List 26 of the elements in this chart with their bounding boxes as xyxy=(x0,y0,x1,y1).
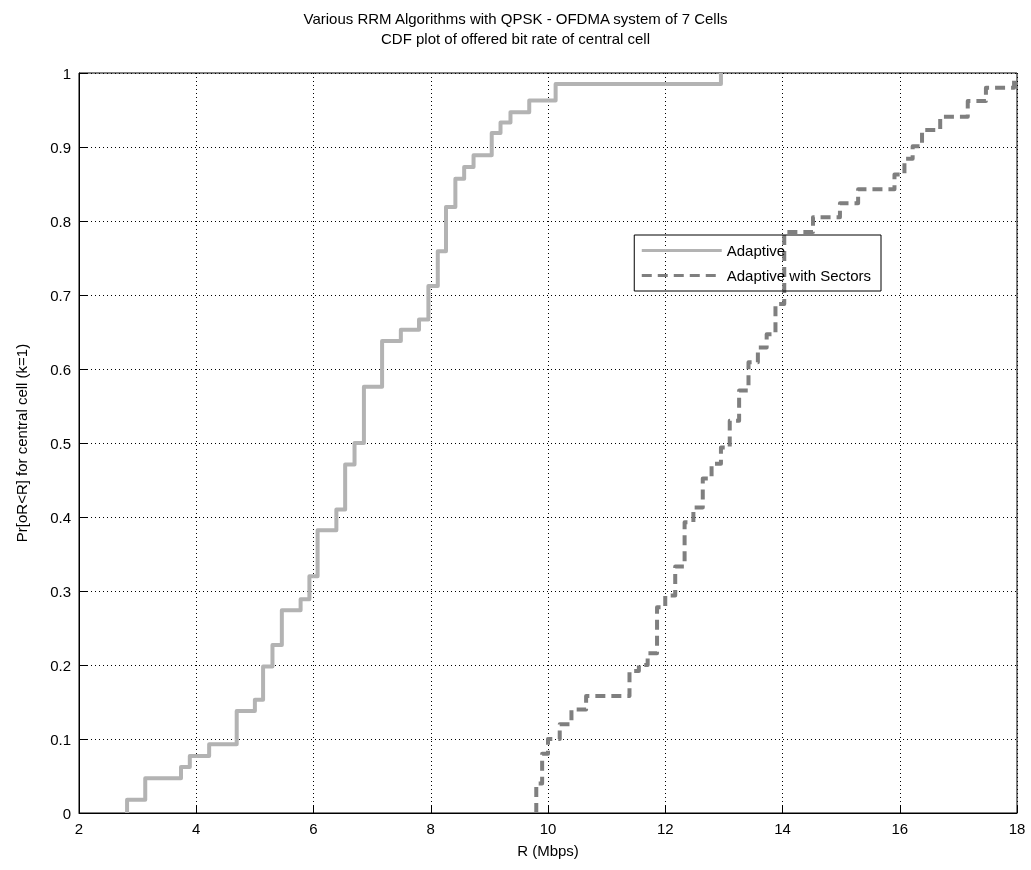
x-axis-title: R (Mbps) xyxy=(517,842,579,859)
y-tick-label: 0.1 xyxy=(50,730,71,748)
y-tick-label: 0.4 xyxy=(50,508,71,526)
y-tick-label: 0.9 xyxy=(50,138,71,156)
x-tick-label: 10 xyxy=(539,820,557,837)
x-tick-label: 2 xyxy=(74,820,84,837)
x-tick-label: 4 xyxy=(192,820,201,837)
series-label: Adaptive with Sectors xyxy=(726,267,872,284)
x-tick-label: 14 xyxy=(774,820,791,837)
y-tick-label: 0 xyxy=(62,804,71,822)
x-tick-label: 6 xyxy=(309,820,318,837)
x-tick-label: 8 xyxy=(426,820,435,837)
x-tick-label: 12 xyxy=(656,820,674,837)
text: Adaptive xyxy=(726,242,786,259)
y-tick-label: 0.8 xyxy=(50,212,71,230)
y-tick-label: 0.2 xyxy=(50,656,71,674)
y-tick-label: 0.5 xyxy=(50,434,71,452)
x-tick-label: 16 xyxy=(891,820,909,837)
y-tick-label: 0.3 xyxy=(50,582,71,600)
y-axis-title: Pr[oR<R] for central cell (k=1) xyxy=(13,343,30,543)
x-tick-label: 18 xyxy=(1008,820,1026,837)
y-tick-label: 0.6 xyxy=(50,360,71,378)
chart-subtitle: CDF plot of offered bit rate of central cell xyxy=(380,30,651,47)
y-tick-label: 0.7 xyxy=(50,286,71,304)
chart-title: Various RRM Algorithms with QPSK - OFDMA system of 7 Cells xyxy=(303,10,728,27)
y-tick-label: 1 xyxy=(62,64,71,82)
